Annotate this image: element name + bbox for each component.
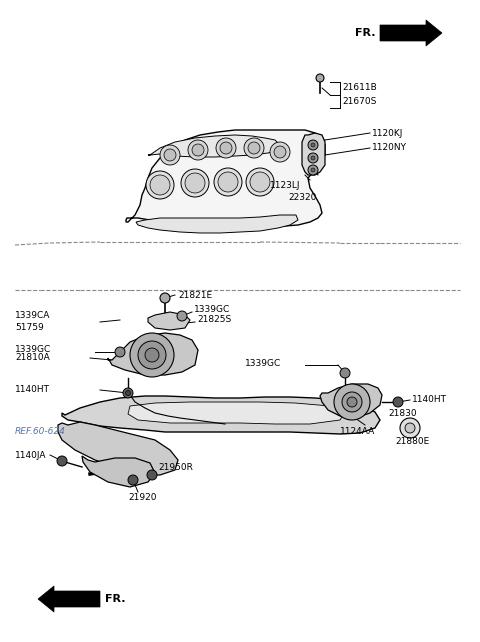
Polygon shape bbox=[82, 456, 155, 487]
Polygon shape bbox=[380, 20, 442, 46]
Circle shape bbox=[57, 456, 67, 466]
Polygon shape bbox=[38, 586, 100, 612]
Text: 21825S: 21825S bbox=[197, 315, 231, 324]
Circle shape bbox=[164, 149, 176, 161]
Text: 21880E: 21880E bbox=[395, 437, 429, 446]
Polygon shape bbox=[128, 402, 345, 424]
Circle shape bbox=[160, 145, 180, 165]
Circle shape bbox=[192, 144, 204, 156]
Text: 21950R: 21950R bbox=[158, 464, 193, 473]
Circle shape bbox=[340, 368, 350, 378]
Text: REF.60-624: REF.60-624 bbox=[15, 428, 66, 437]
Polygon shape bbox=[62, 396, 380, 434]
Text: 21810A: 21810A bbox=[15, 354, 50, 363]
Polygon shape bbox=[108, 333, 198, 375]
Circle shape bbox=[181, 169, 209, 197]
Polygon shape bbox=[320, 384, 382, 418]
Text: 1123LJ: 1123LJ bbox=[270, 180, 300, 189]
Text: 21821E: 21821E bbox=[178, 290, 212, 300]
Circle shape bbox=[123, 388, 133, 398]
Circle shape bbox=[150, 175, 170, 195]
Circle shape bbox=[248, 142, 260, 154]
Text: 21920: 21920 bbox=[128, 494, 156, 503]
Circle shape bbox=[393, 397, 403, 407]
Text: 1140JA: 1140JA bbox=[15, 451, 47, 460]
Circle shape bbox=[270, 142, 290, 162]
Circle shape bbox=[125, 390, 131, 395]
Text: 1339GC: 1339GC bbox=[15, 345, 51, 354]
Text: 1140HT: 1140HT bbox=[15, 385, 50, 394]
Text: 1120KJ: 1120KJ bbox=[372, 128, 403, 137]
Text: 21611B: 21611B bbox=[342, 83, 377, 92]
Circle shape bbox=[347, 397, 357, 407]
Circle shape bbox=[160, 293, 170, 303]
Polygon shape bbox=[136, 215, 298, 233]
Circle shape bbox=[220, 142, 232, 154]
Text: 1339CA: 1339CA bbox=[15, 311, 50, 320]
Circle shape bbox=[130, 333, 174, 377]
Circle shape bbox=[308, 153, 318, 163]
Text: 22320: 22320 bbox=[288, 193, 316, 202]
Circle shape bbox=[246, 168, 274, 196]
Polygon shape bbox=[302, 133, 325, 175]
Polygon shape bbox=[126, 130, 325, 227]
Text: 1339GC: 1339GC bbox=[245, 358, 281, 367]
Circle shape bbox=[216, 138, 236, 158]
Circle shape bbox=[138, 341, 166, 369]
Circle shape bbox=[185, 173, 205, 193]
Circle shape bbox=[147, 470, 157, 480]
Circle shape bbox=[316, 74, 324, 82]
Circle shape bbox=[145, 348, 159, 362]
Text: 21830: 21830 bbox=[388, 408, 417, 417]
Text: FR.: FR. bbox=[355, 28, 375, 38]
Circle shape bbox=[311, 143, 315, 147]
Circle shape bbox=[244, 138, 264, 158]
Text: 1124AA: 1124AA bbox=[340, 428, 375, 437]
Polygon shape bbox=[148, 135, 280, 157]
Text: 21670S: 21670S bbox=[342, 98, 376, 107]
Circle shape bbox=[177, 311, 187, 321]
Circle shape bbox=[115, 347, 125, 357]
Polygon shape bbox=[58, 422, 178, 475]
Circle shape bbox=[334, 384, 370, 420]
Circle shape bbox=[405, 423, 415, 433]
Circle shape bbox=[342, 392, 362, 412]
Text: 1140HT: 1140HT bbox=[412, 394, 447, 404]
Text: 51759: 51759 bbox=[15, 324, 44, 333]
Text: 1120NY: 1120NY bbox=[372, 144, 407, 153]
Circle shape bbox=[308, 165, 318, 175]
Circle shape bbox=[308, 140, 318, 150]
Text: 1339GC: 1339GC bbox=[194, 306, 230, 315]
Circle shape bbox=[218, 172, 238, 192]
Circle shape bbox=[250, 172, 270, 192]
Circle shape bbox=[146, 171, 174, 199]
Circle shape bbox=[311, 168, 315, 172]
Circle shape bbox=[311, 156, 315, 160]
Text: FR.: FR. bbox=[105, 594, 125, 604]
Circle shape bbox=[400, 418, 420, 438]
Circle shape bbox=[188, 140, 208, 160]
Circle shape bbox=[128, 475, 138, 485]
Polygon shape bbox=[148, 312, 190, 330]
Circle shape bbox=[214, 168, 242, 196]
Circle shape bbox=[274, 146, 286, 158]
